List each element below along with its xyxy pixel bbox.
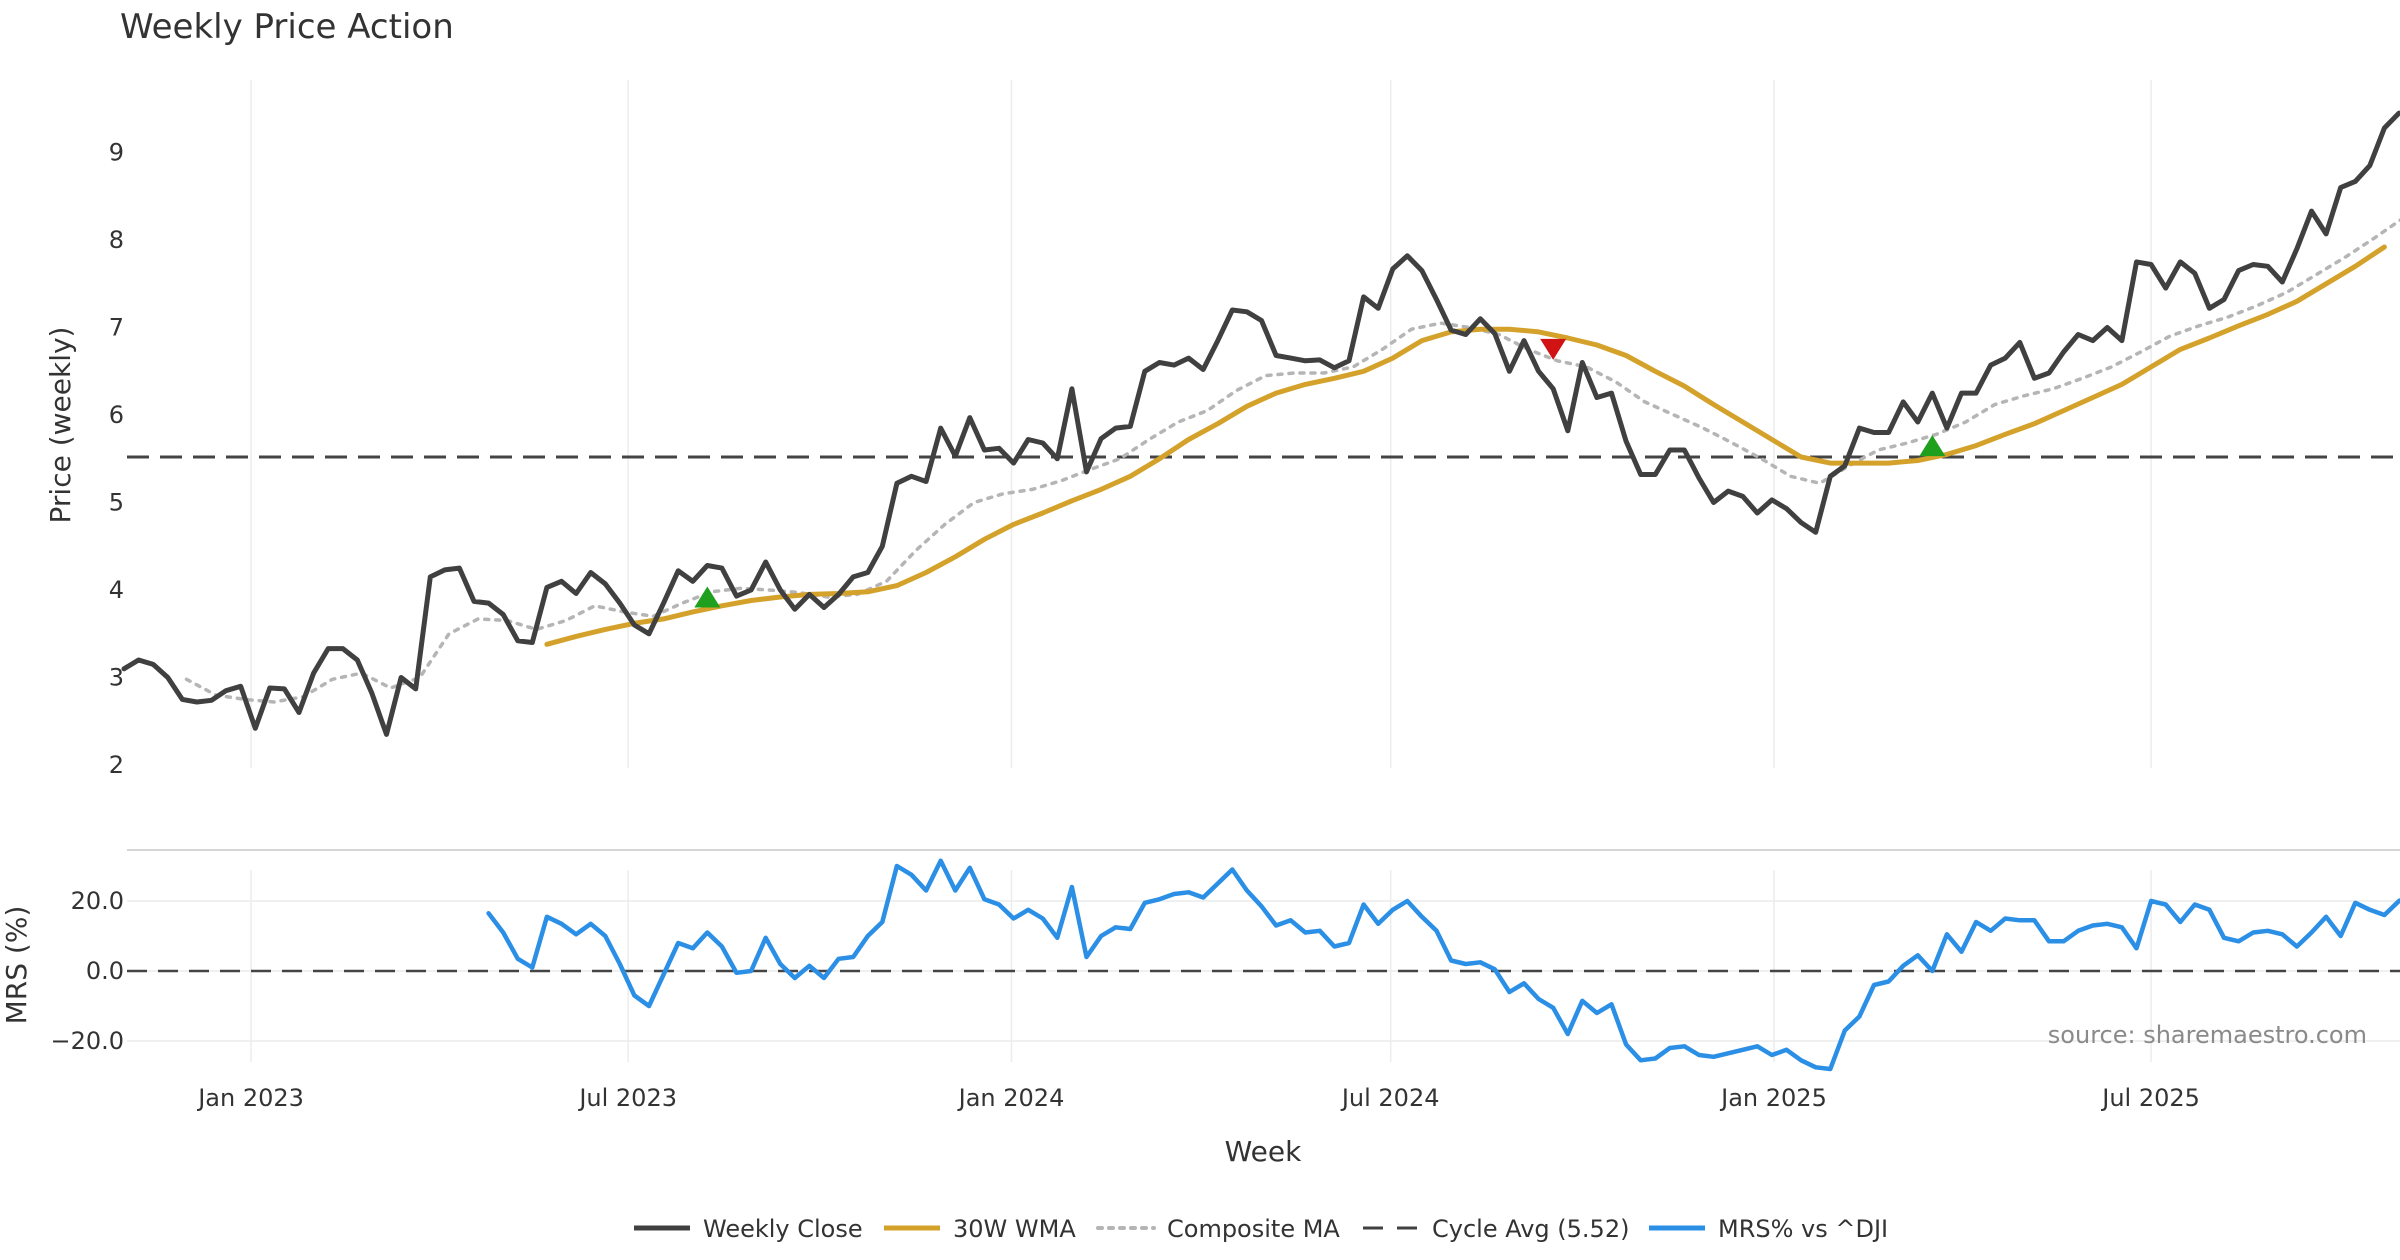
x-tick-label: Jan 2023	[196, 1084, 304, 1112]
series-composite-ma	[184, 218, 2400, 704]
legend-item-mrs-vs-dji: MRS% vs ^DJI	[1649, 1215, 1888, 1243]
price-y-tick-label: 4	[109, 576, 124, 604]
buy-signal-marker	[1919, 435, 1946, 457]
series-layer	[121, 110, 2400, 1072]
price-y-axis-title: Price (weekly)	[44, 327, 77, 524]
x-tick-label: Jan 2024	[957, 1084, 1065, 1112]
series-weekly-close	[121, 110, 2400, 737]
legend-label: MRS% vs ^DJI	[1718, 1215, 1888, 1243]
legend-label: Composite MA	[1167, 1215, 1340, 1243]
price-y-tick-label: 8	[109, 226, 124, 254]
price-y-tick-label: 2	[109, 751, 124, 779]
price-y-tick-label: 7	[109, 314, 124, 342]
legend-label: Cycle Avg (5.52)	[1432, 1215, 1629, 1243]
x-tick-label: Jul 2023	[577, 1084, 677, 1112]
x-tick-label: Jul 2025	[2100, 1084, 2200, 1112]
x-axis-title: Week	[1225, 1135, 1302, 1168]
marker-layer	[694, 338, 1946, 608]
mrs-y-axis-title: MRS (%)	[0, 906, 33, 1025]
x-tick-label: Jan 2025	[1719, 1084, 1827, 1112]
legend-item-weekly-close: Weekly Close	[634, 1215, 863, 1243]
legend-item-30w-wma: 30W WMA	[884, 1215, 1076, 1243]
reference-layer	[127, 455, 2400, 973]
source-annotation: source: sharemaestro.com	[2048, 1021, 2367, 1049]
price-y-tick-label: 3	[109, 664, 124, 692]
price-y-tick-label: 6	[109, 401, 124, 429]
price-y-tick-label: 5	[109, 489, 124, 517]
series-30w-wma	[544, 244, 2387, 647]
price-y-tick-label: 9	[109, 139, 124, 167]
mrs-y-tick-label: 20.0	[71, 887, 124, 915]
series-mrs-vs-dji	[486, 858, 2400, 1072]
legend-item-composite-ma: Composite MA	[1096, 1215, 1340, 1243]
chart-title: Weekly Price Action	[120, 7, 454, 47]
legend-label: Weekly Close	[703, 1215, 863, 1243]
tick-layer: Jan 2023 Jul 2023 Jan 2024 Jul 2024 Jan 2025…	[50, 139, 2199, 1113]
mrs-y-tick-label: −20.0	[50, 1027, 124, 1055]
grid-layer	[127, 80, 2400, 1062]
buy-signal-marker	[694, 586, 721, 608]
legend: Weekly Close 30W WMA Composite MA Cycle Avg…	[634, 1215, 1888, 1243]
mrs-y-tick-label: 0.0	[86, 957, 124, 985]
legend-item-cycle-avg-5-52: Cycle Avg (5.52)	[1363, 1215, 1629, 1243]
x-tick-label: Jul 2024	[1340, 1084, 1440, 1112]
sell-signal-marker	[1540, 338, 1567, 360]
legend-label: 30W WMA	[953, 1215, 1076, 1243]
